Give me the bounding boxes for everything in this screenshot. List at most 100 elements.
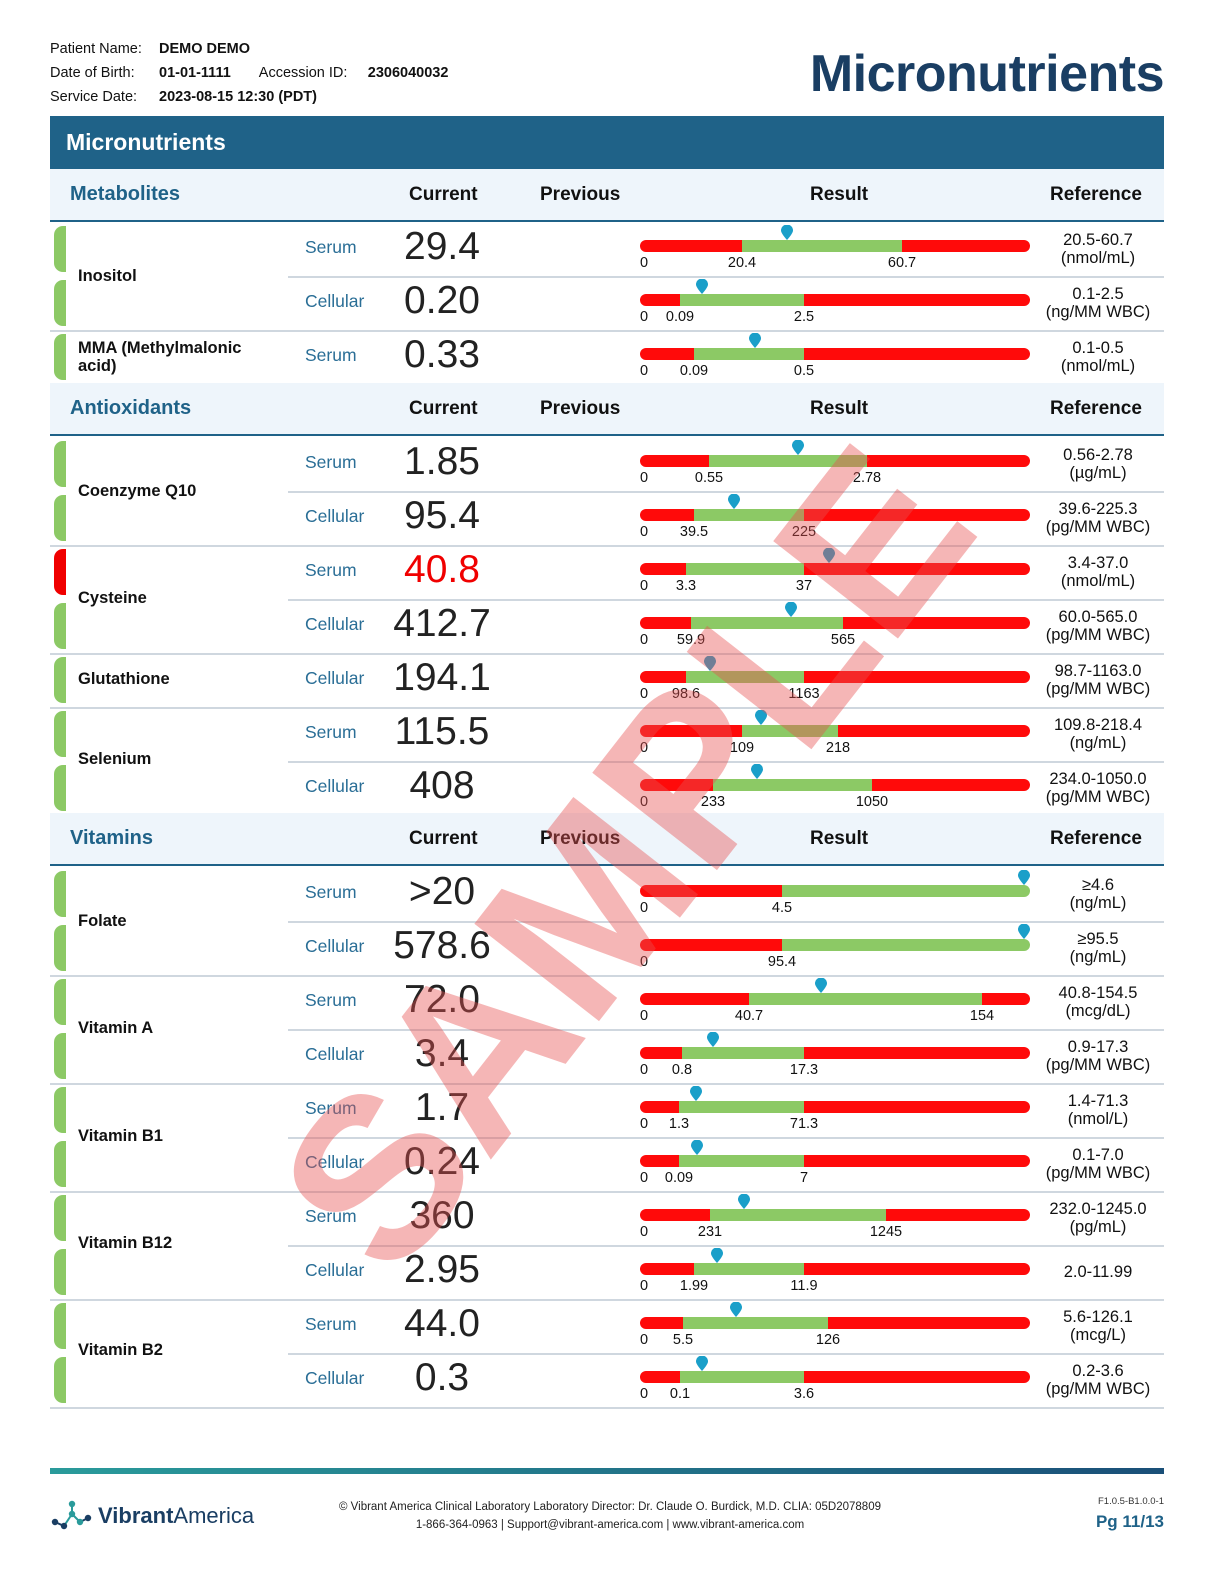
- range-normal-segment: [694, 348, 804, 360]
- range-normal-segment: [694, 1263, 804, 1275]
- page-number: Pg 11/13: [1095, 1512, 1164, 1531]
- range-tick-label: 154: [969, 1008, 995, 1024]
- result-marker-icon: [696, 278, 708, 294]
- column-current: Current: [409, 184, 478, 205]
- column-reference: Reference: [1050, 398, 1142, 419]
- specimen-type: Serum: [305, 1206, 357, 1226]
- column-result: Result: [810, 828, 869, 849]
- specimen-type: Serum: [305, 452, 357, 472]
- row-divider: [288, 921, 1164, 923]
- range-tick-label: 1.99: [679, 1278, 709, 1294]
- group-divider: [50, 1083, 1164, 1085]
- logo-text-bold: Vibrant: [98, 1503, 174, 1528]
- range-tick-label: 0.09: [664, 1170, 694, 1186]
- group-divider: [50, 1299, 1164, 1301]
- molecule-logo-icon: [51, 1500, 92, 1530]
- range-high-segment: [838, 725, 1030, 737]
- range-low-segment: [640, 240, 742, 252]
- current-value: 0.33: [404, 333, 480, 376]
- status-flag: [54, 495, 66, 541]
- range-tick-label: 2.5: [793, 309, 815, 325]
- row-divider: [288, 1137, 1164, 1139]
- reference-range: 232.0-1245.0 (pg/mL): [1034, 1200, 1162, 1236]
- range-low-segment: [640, 1371, 680, 1383]
- range-low-segment: [640, 455, 709, 467]
- range-low-segment: [640, 671, 686, 683]
- result-range-bar: [640, 671, 1030, 683]
- result-range-bar: [640, 1101, 1030, 1113]
- range-high-segment: [872, 779, 1030, 791]
- range-low-segment: [640, 1155, 679, 1167]
- range-tick-label: 0.09: [679, 363, 709, 379]
- range-low-segment: [640, 1101, 679, 1113]
- range-low-segment: [640, 348, 694, 360]
- range-tick-label: 565: [830, 632, 856, 648]
- range-low-segment: [640, 779, 713, 791]
- current-value: 115.5: [394, 710, 490, 753]
- specimen-type: Serum: [305, 1314, 357, 1334]
- range-normal-segment: [686, 563, 804, 575]
- reference-value: 0.9-17.3: [1067, 1038, 1129, 1056]
- reference-range: ≥95.5 (ng/mL): [1034, 930, 1162, 966]
- result-marker-icon: [690, 1085, 702, 1101]
- range-high-segment: [804, 1155, 1030, 1167]
- range-high-segment: [804, 671, 1030, 683]
- reference-value: 0.56-2.78: [1063, 446, 1133, 464]
- specimen-type: Serum: [305, 722, 357, 742]
- result-range-bar: [640, 1317, 1030, 1329]
- specimen-type: Cellular: [305, 614, 365, 634]
- column-current: Current: [409, 398, 478, 419]
- section-header-metabolites: Metabolites Current Previous Result Refe…: [50, 169, 1164, 222]
- range-tick-label: 37: [795, 578, 813, 594]
- specimen-type: Serum: [305, 345, 357, 365]
- column-result: Result: [810, 184, 869, 205]
- range-tick-label: 0.5: [793, 363, 815, 379]
- range-tick-label: 98.6: [671, 686, 701, 702]
- range-tick-label: 0: [640, 1224, 649, 1240]
- reference-range: 60.0-565.0 (pg/MM WBC): [1034, 608, 1162, 644]
- specimen-type: Cellular: [305, 1368, 365, 1388]
- range-tick-label: 0.55: [694, 470, 724, 486]
- reference-range: 234.0-1050.0 (pg/MM WBC): [1034, 770, 1162, 806]
- status-flag: [54, 1141, 66, 1187]
- result-range-bar: [640, 939, 1030, 951]
- range-tick-label: 71.3: [789, 1116, 819, 1132]
- result-marker-icon: [1018, 869, 1030, 885]
- range-tick-label: 59.9: [676, 632, 706, 648]
- range-normal-segment: [679, 1101, 804, 1113]
- status-flag: [54, 1087, 66, 1133]
- range-tick-label: 17.3: [789, 1062, 819, 1078]
- status-flag: [54, 334, 66, 380]
- range-high-segment: [902, 240, 1030, 252]
- range-tick-label: 233: [700, 794, 726, 810]
- range-normal-segment: [742, 725, 838, 737]
- range-tick-label: 20.4: [727, 255, 757, 271]
- reference-range: 0.56-2.78 (µg/mL): [1034, 446, 1162, 482]
- reference-range: 2.0-11.99: [1034, 1263, 1162, 1281]
- reference-value: 40.8-154.5: [1058, 984, 1138, 1002]
- result-marker-icon: [696, 1355, 708, 1371]
- reference-value: 98.7-1163.0: [1054, 662, 1142, 680]
- reference-unit: (pg/MM WBC): [1045, 1056, 1151, 1074]
- range-tick-label: 3.3: [675, 578, 697, 594]
- current-value: 2.95: [404, 1248, 480, 1291]
- range-high-segment: [867, 455, 1030, 467]
- reference-value: 232.0-1245.0: [1049, 1200, 1147, 1218]
- page-title: Micronutrients: [809, 45, 1165, 103]
- range-tick-label: 0: [640, 1386, 649, 1402]
- range-low-segment: [640, 885, 782, 897]
- result-range-bar: [640, 1371, 1030, 1383]
- specimen-type: Serum: [305, 1098, 357, 1118]
- specimen-type: Cellular: [305, 1044, 365, 1064]
- specimen-type: Cellular: [305, 668, 365, 688]
- range-tick-label: 40.7: [734, 1008, 764, 1024]
- result-range-bar: [640, 294, 1030, 306]
- result-range-bar: [640, 725, 1030, 737]
- range-tick-label: 7: [799, 1170, 809, 1186]
- patient-name-label: Patient Name:: [50, 41, 142, 57]
- result-marker-icon: [691, 1139, 703, 1155]
- range-tick-label: 0: [640, 1116, 649, 1132]
- reference-value: 234.0-1050.0: [1049, 770, 1147, 788]
- range-tick-label: 0: [640, 578, 649, 594]
- group-divider: [50, 975, 1164, 977]
